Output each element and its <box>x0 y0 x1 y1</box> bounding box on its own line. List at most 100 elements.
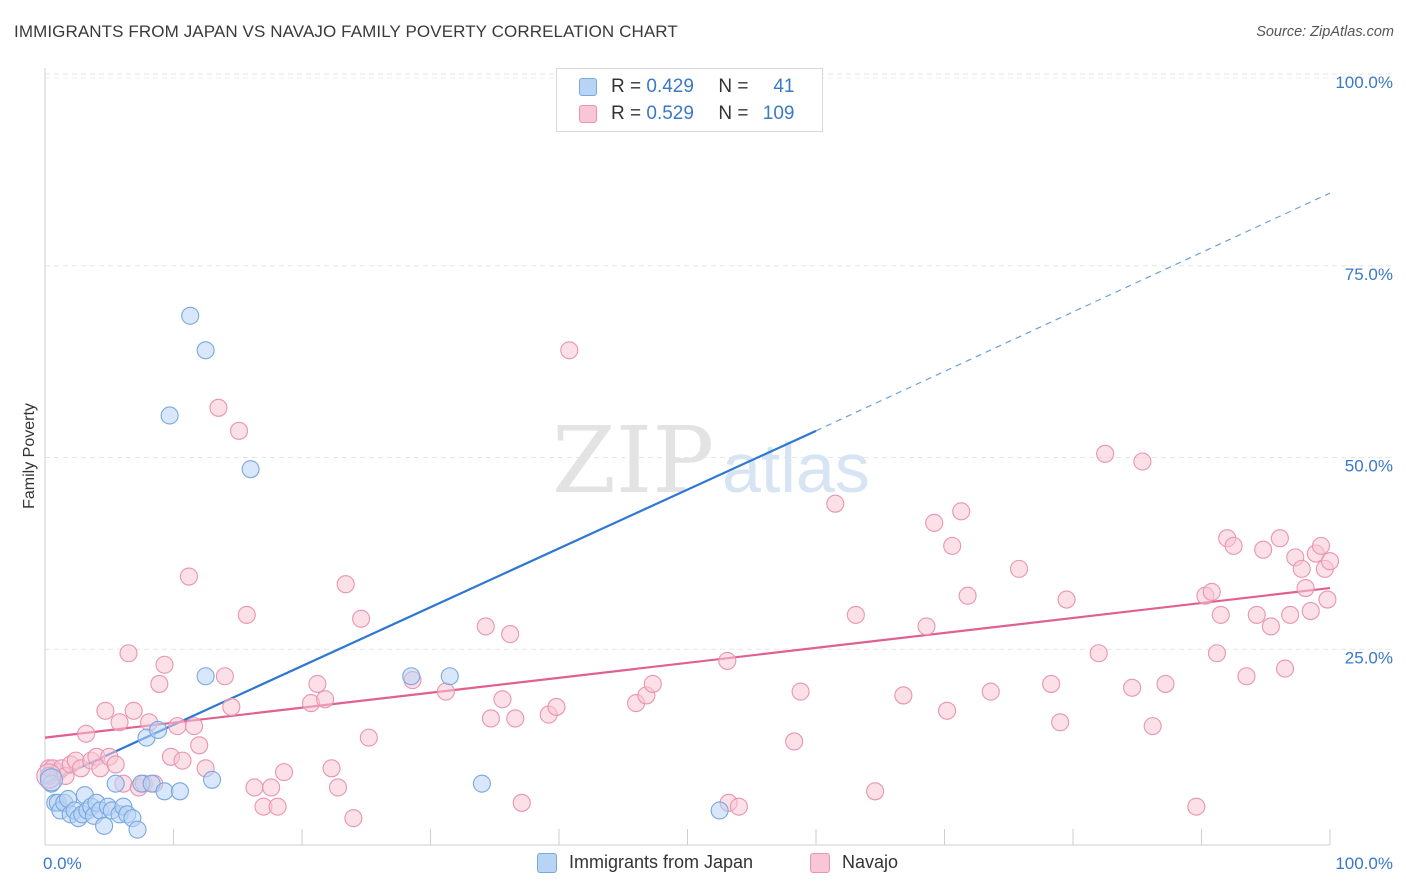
data-point <box>179 567 198 586</box>
data-point <box>402 667 421 686</box>
watermark: ZIP atlas <box>552 407 870 514</box>
data-point <box>943 536 962 555</box>
data-point <box>203 770 222 789</box>
data-point <box>1292 559 1311 578</box>
data-point <box>1254 540 1273 559</box>
data-point <box>1207 644 1226 663</box>
data-point <box>1320 552 1340 571</box>
data-point <box>493 690 512 709</box>
data-point <box>1270 529 1289 548</box>
data-point <box>336 575 355 594</box>
data-point <box>215 667 234 686</box>
data-point <box>1042 674 1061 693</box>
data-point <box>149 720 168 740</box>
data-point <box>245 778 264 797</box>
series-legend-japan: Immigrants from Japan <box>537 852 753 873</box>
data-point <box>106 755 125 774</box>
y-axis-title: Family Poverty <box>21 403 38 509</box>
data-point <box>344 809 363 828</box>
data-point <box>241 460 260 479</box>
data-point <box>106 774 125 793</box>
data-point <box>1057 590 1076 609</box>
chart-title: IMMIGRANTS FROM JAPAN VS NAVAJO FAMILY P… <box>14 22 678 41</box>
legend-r-value-navajo: 0.529 <box>646 103 694 124</box>
data-point <box>785 732 804 751</box>
data-point <box>436 682 455 701</box>
data-point <box>481 709 500 728</box>
legend-swatch-japan <box>579 78 597 96</box>
data-point <box>196 667 215 686</box>
correlation-legend: R = 0.429 N = 41 R = 0.529 N = 109 <box>556 68 823 132</box>
data-point <box>718 651 737 670</box>
data-point <box>77 724 96 743</box>
data-point <box>925 513 944 532</box>
watermark-atlas: atlas <box>722 429 870 507</box>
data-point <box>506 709 525 728</box>
data-point <box>160 406 179 425</box>
data-point <box>501 625 520 644</box>
y-tick-label: 25.0% <box>1345 648 1393 667</box>
data-point <box>1051 713 1070 732</box>
data-point <box>917 617 936 636</box>
data-point <box>846 605 865 624</box>
data-point <box>150 674 169 693</box>
data-point <box>322 759 341 778</box>
data-point <box>173 751 192 770</box>
data-point <box>95 816 114 835</box>
data-point <box>36 763 62 789</box>
source-label: Source: ZipAtlas.com <box>1256 24 1394 40</box>
data-point <box>222 697 241 716</box>
data-point <box>1009 559 1029 578</box>
series-legend: Immigrants from Japan Navajo <box>0 852 1406 878</box>
data-point <box>168 717 187 736</box>
data-point <box>1143 717 1162 736</box>
data-point <box>110 713 129 732</box>
data-point <box>316 690 335 709</box>
data-point <box>1224 536 1243 555</box>
data-point <box>938 701 957 720</box>
data-point <box>1123 678 1142 697</box>
data-point <box>472 774 491 793</box>
trend-line <box>44 586 1331 739</box>
legend-swatch-navajo <box>579 105 597 123</box>
series-legend-navajo: Navajo <box>810 852 898 873</box>
data-point <box>209 398 228 417</box>
data-point <box>560 341 579 360</box>
data-point <box>181 306 200 325</box>
data-point <box>1156 674 1175 693</box>
data-point <box>952 502 971 521</box>
legend-r-value-japan: 0.429 <box>646 76 694 97</box>
data-point <box>119 644 138 663</box>
gridlines <box>45 73 1392 650</box>
data-point <box>440 667 459 686</box>
data-point <box>547 697 566 716</box>
data-point <box>155 782 174 801</box>
data-point <box>729 797 748 816</box>
data-point <box>308 674 327 693</box>
data-point <box>1187 797 1206 816</box>
data-point <box>1275 659 1295 678</box>
data-point <box>1096 444 1115 463</box>
data-point <box>866 782 885 801</box>
data-point <box>1211 605 1230 624</box>
data-point <box>710 801 729 820</box>
data-point <box>1133 452 1152 471</box>
data-point <box>170 782 189 801</box>
data-point <box>124 701 143 720</box>
axis-labels: 25.0% 50.0% 75.0% 100.0% 0.0% 100.0% <box>43 73 1393 873</box>
data-point <box>1247 605 1266 624</box>
data-point <box>328 778 348 797</box>
data-point <box>39 768 63 792</box>
legend-n-value-navajo: 109 <box>762 103 795 124</box>
series-swatch-navajo <box>810 852 830 873</box>
data-point <box>1202 582 1221 601</box>
data-point <box>981 682 1000 701</box>
data-point <box>643 674 662 693</box>
y-tick-label: 100.0% <box>1335 73 1393 92</box>
data-point <box>128 820 147 839</box>
watermark-zip: ZIP <box>552 407 714 514</box>
x-tick-label: 0.0% <box>43 854 82 873</box>
data-point <box>359 728 378 747</box>
data-point <box>1281 605 1300 624</box>
data-point <box>274 763 294 782</box>
